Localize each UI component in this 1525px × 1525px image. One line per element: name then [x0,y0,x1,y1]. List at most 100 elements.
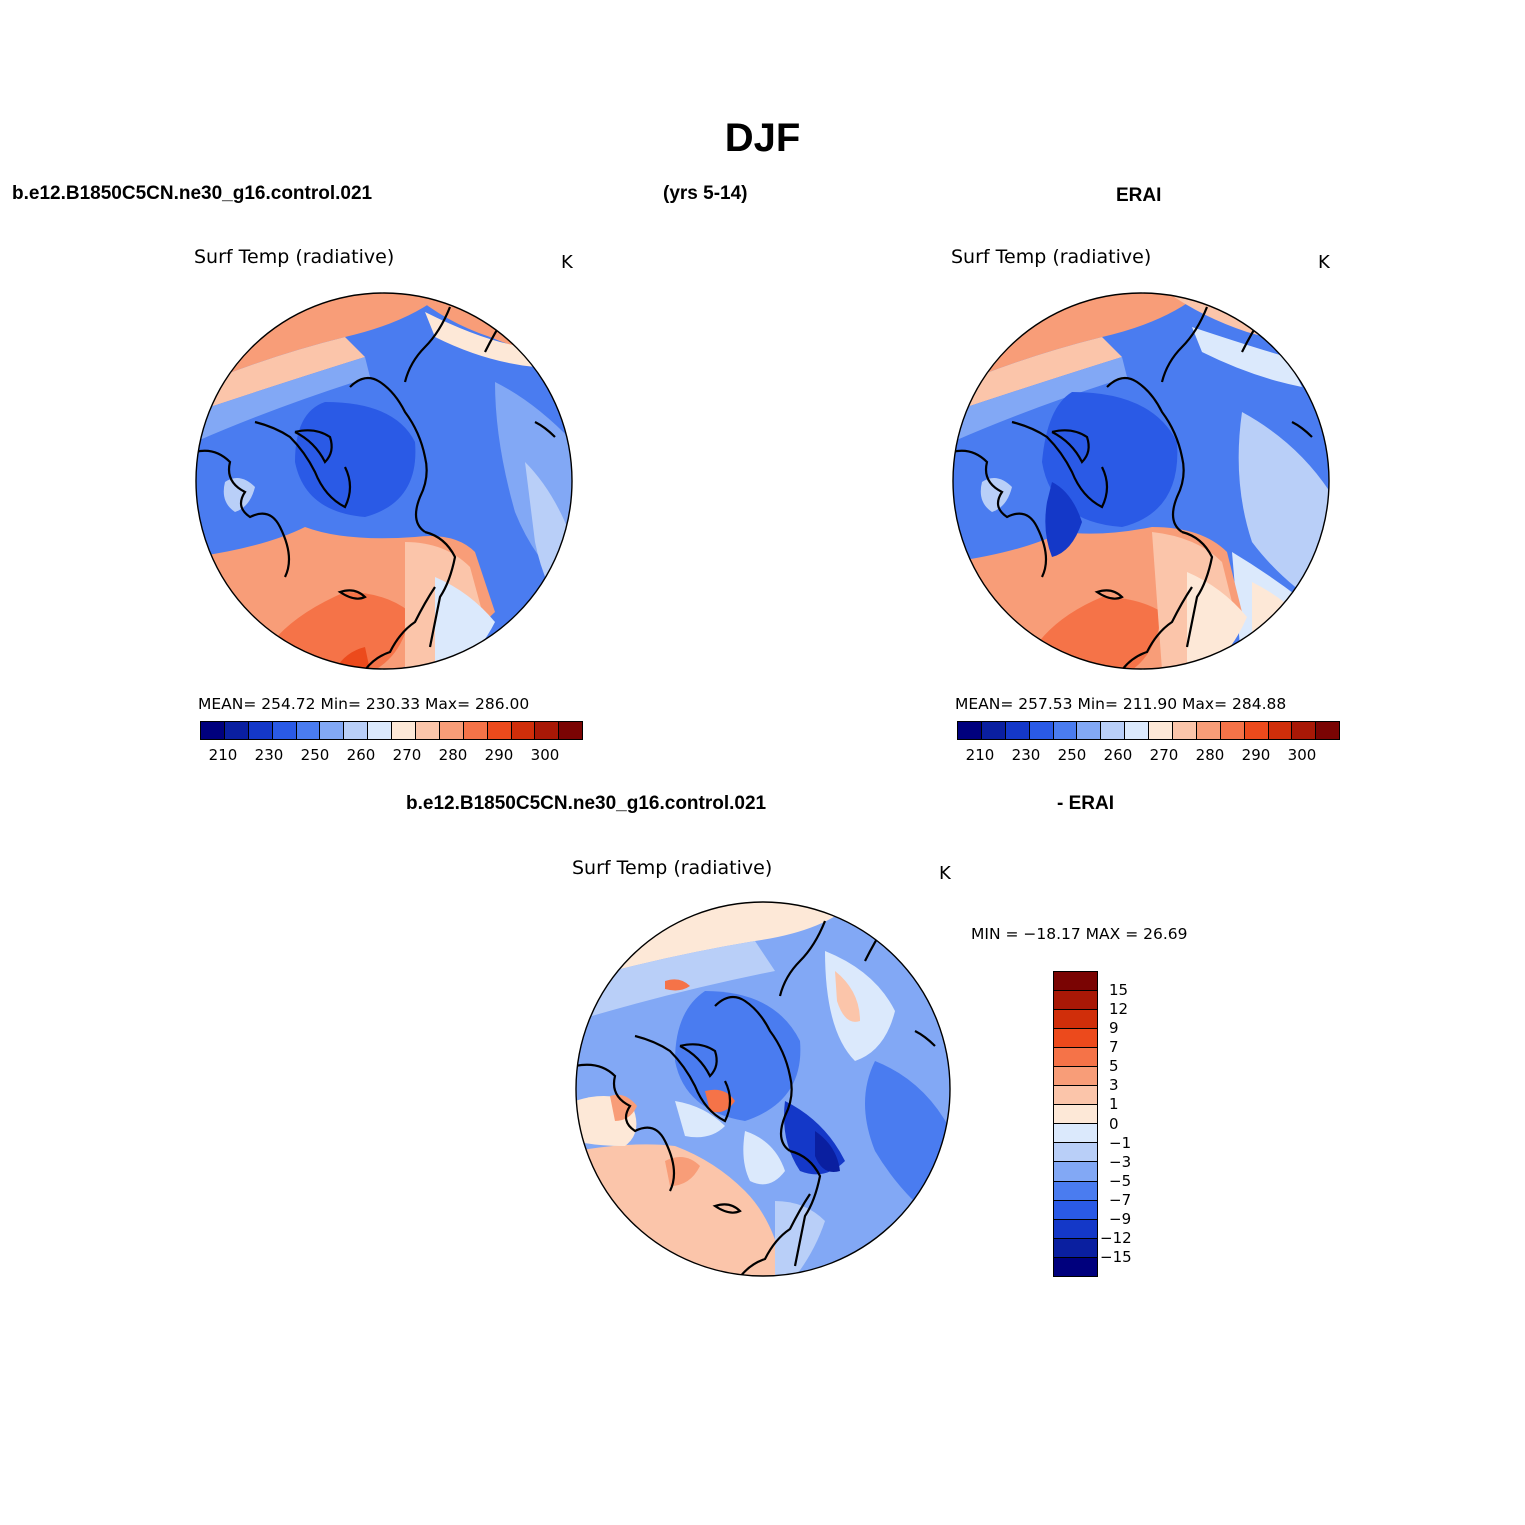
diff-colorbar [1053,971,1098,1277]
colorbar-swatch-0 [958,722,982,739]
diff-colorbar-tick-label: −12 [1100,1228,1132,1247]
colorbar-swatch-2 [1005,722,1030,739]
obs-panel-stats: MEAN= 257.53 Min= 211.90 Max= 284.88 [955,695,1287,713]
diff-colorbar-tick-label: −15 [1100,1247,1132,1266]
diff-colorbar-tick-label: −7 [1109,1190,1132,1209]
colorbar-swatch-6 [344,722,369,739]
case-name-header: b.e12.B1850C5CN.ne30_g16.control.021 [12,183,373,204]
diff-colorbar-swatch-13 [1054,1219,1097,1239]
colorbar-swatch-14 [535,722,560,739]
diff-colorbar-swatch-14 [1054,1238,1097,1258]
colorbar-swatch-3 [1029,722,1054,739]
colorbar-swatch-8 [1149,722,1174,739]
diff-colorbar-swatch-6 [1054,1086,1097,1106]
model-panel-stats: MEAN= 254.72 Min= 230.33 Max= 286.00 [198,695,530,713]
diff-colorbar-tick-label: −9 [1109,1209,1132,1228]
diff-colorbar-swatch-8 [1054,1124,1097,1144]
diff-reference-header: - ERAI [1057,793,1114,814]
colorbar-swatch-11 [1220,722,1245,739]
colorbar-tick-label: 290 [1241,746,1271,764]
reference-header: ERAI [1116,185,1162,206]
diff-colorbar-tick-label: 3 [1109,1076,1119,1095]
obs-polar-map [952,292,1330,670]
colorbar-tick-label: 290 [484,746,514,764]
colorbar-tick-label: 260 [1103,746,1133,764]
colorbar-tick-label: 210 [208,746,238,764]
colorbar-swatch-8 [392,722,417,739]
diff-colorbar-swatch-2 [1054,1010,1097,1030]
diff-polar-map [575,901,951,1277]
obs-panel-unit: K [1318,252,1330,273]
diff-colorbar-labels: 15 12 9 7 5 3 1 0 −1 −3 −5 −7 −9 −12 −15 [1100,971,1163,1276]
colorbar-tick-label: 250 [300,746,330,764]
diff-colorbar-tick-label: 15 [1109,981,1129,1000]
colorbar-swatch-5 [320,722,345,739]
diff-colorbar-tick-label: −5 [1109,1171,1132,1190]
diff-colorbar-tick-label: 12 [1109,1000,1129,1019]
colorbar-swatch-12 [1244,722,1269,739]
colorbar-tick-label: 280 [438,746,468,764]
diff-colorbar-swatch-3 [1054,1029,1097,1049]
diff-colorbar-tick-label: 1 [1109,1095,1119,1114]
colorbar-swatch-15 [559,722,583,739]
obs-colorbar [957,721,1341,740]
colorbar-swatch-6 [1101,722,1126,739]
model-panel-unit: K [561,252,573,273]
diff-colorbar-swatch-9 [1054,1143,1097,1163]
diff-colorbar-swatch-11 [1054,1181,1097,1201]
colorbar-swatch-9 [416,722,440,739]
colorbar-swatch-1 [224,722,249,739]
colorbar-tick-label: 250 [1057,746,1087,764]
diff-colorbar-swatch-12 [1054,1200,1097,1220]
diff-colorbar-tick-label: −3 [1109,1152,1132,1171]
colorbar-tick-label: 280 [1195,746,1225,764]
diff-colorbar-tick-label: −1 [1109,1133,1132,1152]
diff-colorbar-tick-label: 5 [1109,1057,1119,1076]
colorbar-swatch-12 [487,722,512,739]
colorbar-swatch-7 [368,722,393,739]
diff-panel-stats: MIN = −18.17 MAX = 26.69 [971,925,1188,943]
model-panel-title: Surf Temp (radiative) [194,246,395,268]
diff-colorbar-tick-label: 9 [1109,1019,1119,1038]
obs-panel-title: Surf Temp (radiative) [951,246,1152,268]
years-header: (yrs 5-14) [663,183,748,204]
colorbar-tick-label: 230 [1011,746,1041,764]
model-colorbar [200,721,584,740]
colorbar-swatch-4 [296,722,321,739]
diff-colorbar-swatch-4 [1054,1048,1097,1068]
colorbar-swatch-11 [463,722,488,739]
colorbar-swatch-13 [511,722,536,739]
colorbar-swatch-3 [272,722,297,739]
diff-colorbar-swatch-7 [1054,1105,1097,1125]
colorbar-tick-label: 270 [392,746,422,764]
diff-colorbar-swatch-15 [1054,1257,1097,1276]
colorbar-swatch-1 [981,722,1006,739]
colorbar-swatch-5 [1077,722,1102,739]
colorbar-swatch-0 [201,722,225,739]
diff-colorbar-tick-label: 0 [1109,1114,1119,1133]
colorbar-tick-label: 300 [530,746,560,764]
diff-colorbar-swatch-5 [1054,1067,1097,1087]
diff-panel-title: Surf Temp (radiative) [572,857,773,879]
colorbar-tick-label: 300 [1287,746,1317,764]
obs-colorbar-labels: 210 230 250 260 270 280 290 300 [957,746,1325,766]
model-colorbar-labels: 210 230 250 260 270 280 290 300 [200,746,568,766]
diff-colorbar-swatch-1 [1054,991,1097,1011]
colorbar-swatch-13 [1268,722,1293,739]
colorbar-swatch-7 [1125,722,1150,739]
colorbar-swatch-10 [1196,722,1221,739]
figure-title: DJF [724,116,801,160]
model-polar-map [195,292,573,670]
colorbar-swatch-2 [248,722,273,739]
diff-colorbar-swatch-0 [1054,972,1097,992]
colorbar-tick-label: 230 [254,746,284,764]
colorbar-tick-label: 210 [965,746,995,764]
colorbar-swatch-15 [1316,722,1340,739]
colorbar-tick-label: 260 [346,746,376,764]
diff-case-header: b.e12.B1850C5CN.ne30_g16.control.021 [406,793,767,814]
diff-colorbar-swatch-10 [1054,1162,1097,1182]
colorbar-swatch-10 [439,722,464,739]
diff-panel-unit: K [939,863,951,884]
colorbar-swatch-4 [1053,722,1078,739]
diff-colorbar-tick-label: 7 [1109,1038,1119,1057]
